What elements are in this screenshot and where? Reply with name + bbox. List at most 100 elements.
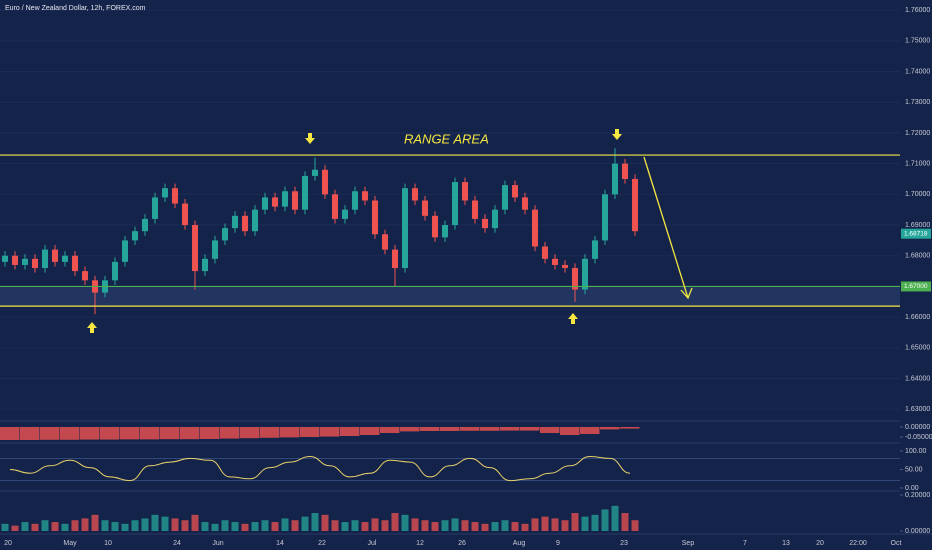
- volume-bar: [81, 518, 89, 532]
- y-tick-label: 0.00000: [905, 424, 930, 431]
- candle-body: [152, 197, 158, 219]
- volume-bar: [401, 514, 409, 532]
- price-label: 1.68718: [904, 230, 928, 237]
- histogram-bar: [340, 427, 360, 436]
- volume-bar: [391, 513, 399, 532]
- x-tick-label: 24: [173, 540, 181, 547]
- volume-bar: [551, 518, 559, 532]
- candle-body: [302, 175, 308, 210]
- histogram-bar: [320, 427, 340, 437]
- candle-body: [512, 185, 518, 198]
- histogram-bar: [620, 427, 640, 429]
- volume-bar: [51, 522, 59, 532]
- histogram-bar: [120, 427, 140, 440]
- volume-bar: [451, 518, 459, 532]
- x-tick-label: 23: [620, 540, 628, 547]
- x-tick-label: 9: [556, 540, 560, 547]
- histogram-bar: [440, 427, 460, 431]
- y-tick-label: 1.64000: [905, 375, 930, 382]
- candle-body: [492, 209, 498, 229]
- candle-body: [12, 255, 18, 265]
- histogram-bar: [400, 427, 420, 432]
- candle-body: [212, 240, 218, 259]
- candle-body: [432, 215, 438, 238]
- volume-bar: [511, 522, 519, 532]
- price-label: 1.67000: [904, 283, 928, 290]
- candle-body: [392, 249, 398, 269]
- candle-body: [542, 246, 548, 259]
- volume-bar: [481, 523, 489, 532]
- candle-body: [602, 194, 608, 241]
- volume-bar: [571, 513, 579, 532]
- candle-body: [622, 163, 628, 179]
- y-tick-label: 1.70000: [905, 191, 930, 198]
- candle-body: [42, 249, 48, 269]
- candle-body: [382, 234, 388, 250]
- candle-body: [422, 200, 428, 216]
- y-tick-label: 1.68000: [905, 253, 930, 260]
- candle-body: [482, 218, 488, 229]
- histogram-bar: [520, 427, 540, 431]
- y-tick-label: 1.66000: [905, 314, 930, 321]
- x-tick-label: Jul: [368, 540, 377, 547]
- candle-body: [202, 258, 208, 272]
- volume-bar: [361, 522, 369, 532]
- x-tick-label: Sep: [682, 540, 695, 547]
- y-tick-label: 1.69000: [905, 222, 930, 229]
- candle-body: [262, 197, 268, 210]
- x-tick-label: May: [63, 540, 77, 547]
- y-tick-label: -0.05000: [905, 434, 932, 441]
- down-arrow: [612, 129, 622, 140]
- candle-body: [612, 163, 618, 195]
- volume-bar: [431, 522, 439, 532]
- histogram-bar: [300, 427, 320, 437]
- histogram-bar: [40, 427, 60, 440]
- candle-body: [72, 255, 78, 272]
- volume-bar: [631, 520, 639, 532]
- histogram-bar: [600, 427, 620, 430]
- volume-bar: [381, 520, 389, 532]
- volume-bar: [71, 520, 79, 532]
- x-tick-label: 26: [458, 540, 466, 547]
- volume-bar: [1, 523, 9, 532]
- candle-body: [282, 191, 288, 207]
- down-arrow: [305, 133, 315, 144]
- y-tick-label: 1.63000: [905, 406, 930, 413]
- up-arrow: [87, 322, 97, 333]
- volume-bar: [61, 523, 69, 532]
- histogram-bar: [180, 427, 200, 440]
- volume-bar: [91, 514, 99, 532]
- candle-body: [502, 185, 508, 210]
- histogram-bar: [220, 427, 240, 439]
- volume-bar: [591, 514, 599, 532]
- histogram-bar: [260, 427, 280, 438]
- volume-bar: [471, 522, 479, 532]
- y-tick-label: 50.00: [905, 466, 923, 473]
- candle-body: [402, 188, 408, 269]
- histogram-bar: [60, 427, 80, 440]
- volume-bar: [371, 518, 379, 532]
- volume-bar: [221, 520, 229, 532]
- volume-bar: [121, 523, 129, 532]
- y-tick-label: 1.73000: [905, 99, 930, 106]
- candle-body: [182, 203, 188, 226]
- volume-bar: [41, 520, 49, 532]
- histogram-bar: [560, 427, 580, 435]
- candle-body: [192, 225, 198, 272]
- volume-bar: [411, 518, 419, 532]
- y-tick-label: 0.20000: [905, 492, 930, 499]
- y-tick-label: 0.00000: [905, 528, 930, 535]
- candle-body: [172, 188, 178, 204]
- candle-body: [142, 218, 148, 232]
- up-arrow: [568, 313, 578, 324]
- y-tick-label: 100.00: [905, 448, 927, 455]
- histogram-bar: [100, 427, 120, 440]
- volume-bar: [31, 523, 39, 532]
- y-tick-label: 1.76000: [905, 7, 930, 14]
- candle-body: [412, 188, 418, 201]
- histogram-bar: [420, 427, 440, 431]
- candle-body: [462, 182, 468, 201]
